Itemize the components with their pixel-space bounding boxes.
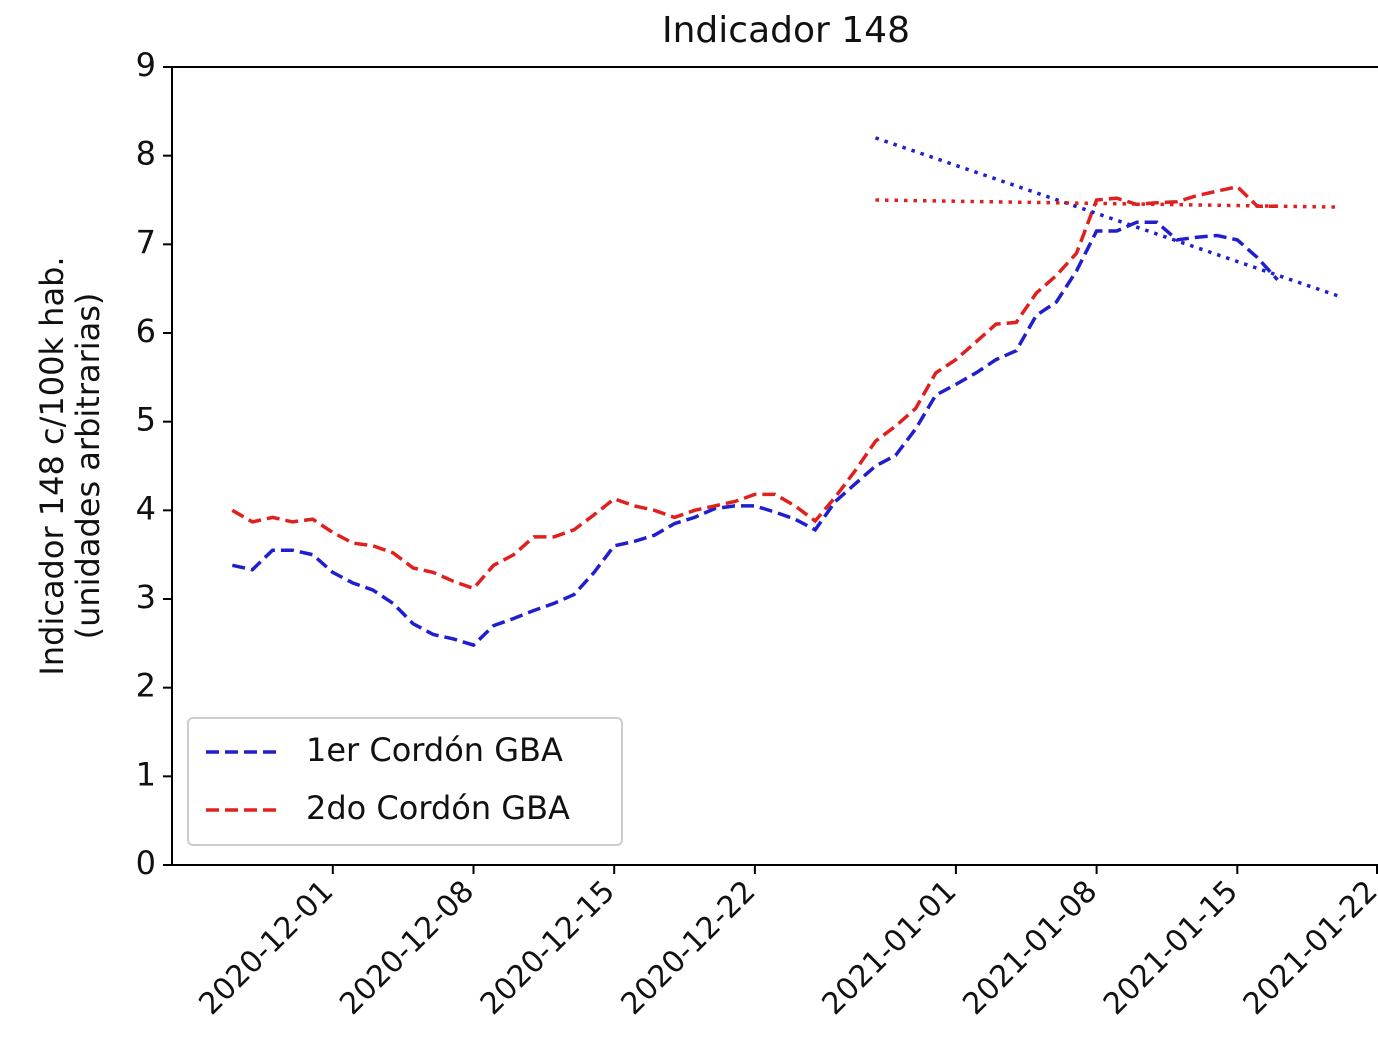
x-tick-label: 2020-12-08 (333, 874, 481, 1022)
x-tick-label: 2021-01-01 (816, 874, 964, 1022)
x-tick-label: 2020-12-22 (615, 874, 763, 1022)
y-tick-label: 3 (136, 578, 156, 616)
x-tick-label: 2020-12-15 (474, 874, 622, 1022)
y-tick-label: 4 (136, 489, 156, 527)
legend-label: 2do Cordón GBA (306, 789, 570, 827)
x-tick-label: 2021-01-08 (956, 874, 1104, 1022)
data-line (231, 184, 1278, 591)
x-tick-label: 2021-01-22 (1237, 874, 1378, 1022)
trend-line (875, 198, 1338, 209)
y-tick-label: 9 (136, 46, 156, 84)
y-tick-label: 2 (136, 667, 156, 705)
y-tick-label: 6 (136, 312, 156, 350)
y-tick-label: 8 (136, 135, 156, 173)
legend-box (187, 717, 623, 846)
axes-frame (171, 66, 1378, 866)
y-tick-label: 0 (136, 844, 156, 882)
y-tick-label: 5 (136, 401, 156, 439)
y-tick-label: 1 (136, 755, 156, 793)
y-axis-label: (unidades arbitrarias) (69, 293, 107, 640)
data-line (231, 220, 1279, 648)
x-tick-label: 2021-01-15 (1097, 874, 1245, 1022)
y-axis-label: Indicador 148 c/100k hab. (33, 256, 71, 675)
x-tick-label: 2020-12-01 (192, 874, 340, 1022)
legend-label: 1er Cordón GBA (306, 731, 563, 769)
y-tick-label: 7 (136, 223, 156, 261)
chart-title: Indicador 148 (662, 10, 910, 51)
